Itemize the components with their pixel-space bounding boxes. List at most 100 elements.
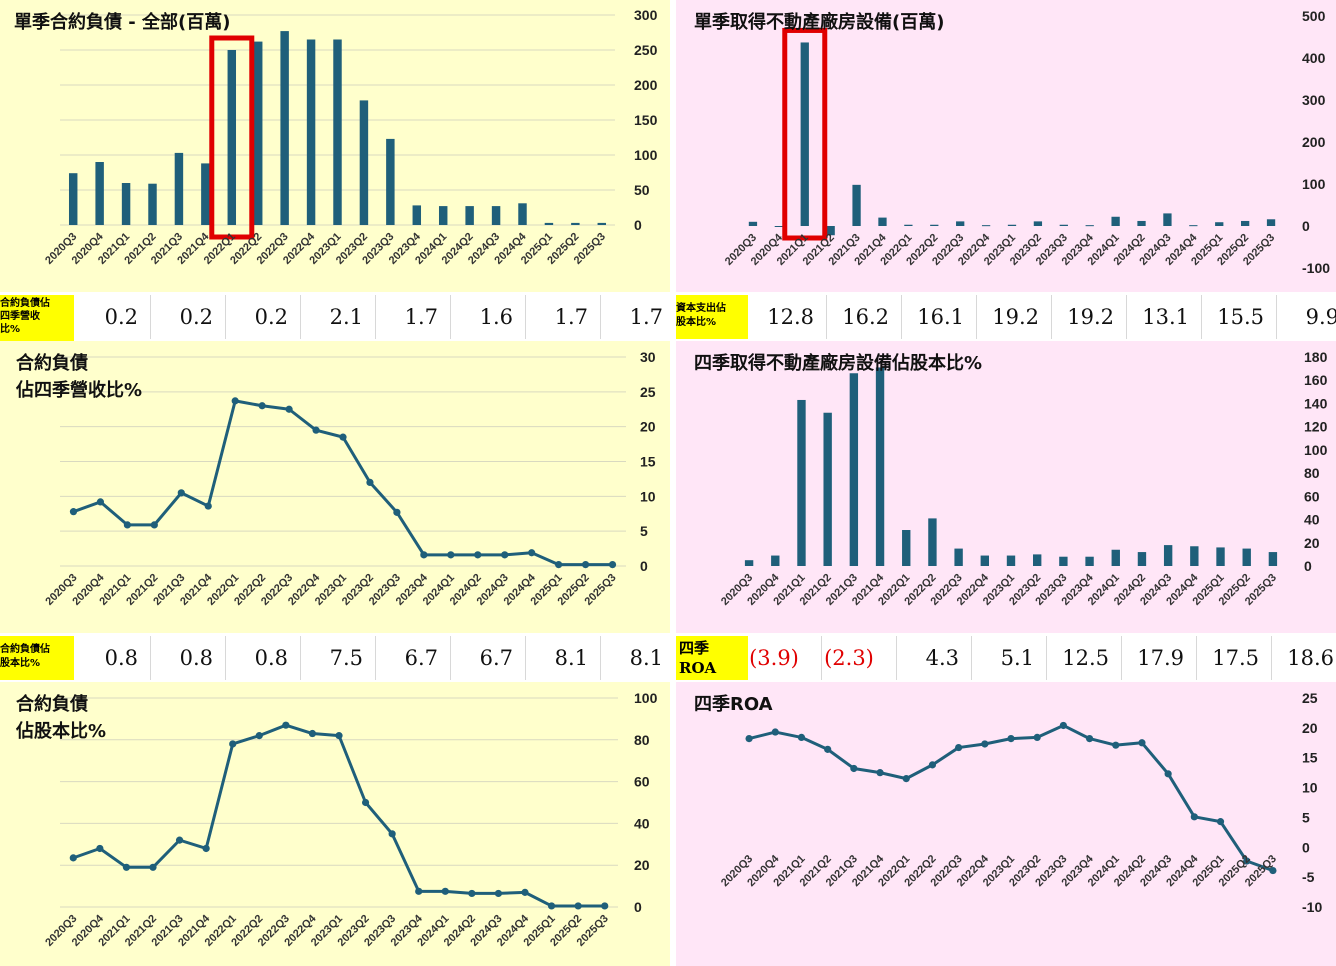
bar-2020Q4: [771, 555, 780, 566]
y-tick-label: 120: [1304, 419, 1328, 435]
bar-2023Q4: [412, 205, 422, 225]
strip-value: 0.2: [179, 305, 213, 329]
strip-separator: [1051, 295, 1052, 339]
y-tick-label: 200: [1302, 134, 1326, 150]
bar-2021Q4: [201, 163, 210, 225]
y-tick-label: -10: [1302, 899, 1322, 915]
bar-2025Q1: [1216, 547, 1225, 566]
strip-label: 資本支出佔 股本比%: [676, 295, 748, 339]
strip-separator: [1126, 295, 1127, 339]
point-2020Q4: [96, 844, 104, 853]
strip-label-line: 四季: [679, 639, 710, 657]
chart-title-line-1: 合約負債: [16, 353, 88, 374]
bar-2022Q4: [981, 225, 991, 227]
chart-title-line-1: 合約負債: [16, 694, 88, 715]
strip-value: 17.5: [1212, 646, 1259, 670]
strip-separator: [1271, 636, 1272, 680]
chart-title: 單季合約負債 - 全部(百萬): [14, 12, 231, 33]
point-2025Q1: [547, 902, 556, 910]
point-2021Q1: [797, 733, 806, 742]
strip-separator: [300, 295, 301, 339]
strip-value: 12.5: [1062, 646, 1109, 670]
strip-value: 6.7: [404, 646, 438, 670]
y-tick-label: 50: [634, 182, 650, 198]
point-2025Q1: [1216, 818, 1225, 826]
strip-value: 1.6: [479, 305, 513, 329]
bar-2022Q4: [980, 555, 989, 566]
chart-panel-four-quarter-roa: -10 -5 0 5 10 15 20 25 2020Q3 2020Q4 2021Q1 2021Q2 2…: [676, 682, 1336, 966]
point-2023Q2: [361, 798, 370, 807]
point-2022Q2: [928, 761, 937, 769]
y-tick-label: 300: [1302, 92, 1326, 108]
point-2024Q3: [494, 889, 503, 898]
chart-ppe-acquired-quarterly: -10001002003004005002020Q32020Q42021Q120…: [676, 0, 1336, 292]
point-2022Q3: [282, 721, 290, 729]
point-2023Q3: [388, 830, 396, 838]
point-2025Q1: [555, 561, 563, 569]
strip-value: (2.3): [824, 646, 874, 670]
point-2023Q1: [1007, 735, 1015, 743]
y-tick-label: 10: [640, 488, 656, 504]
strip-value: 1.7: [404, 305, 438, 329]
bar-2023Q1: [1006, 555, 1016, 566]
value-strip-four-quarter-roa: 四季 ROA (3.9) (2.3) 4.3 5.1 12.5 17.9 17.5 18.6: [676, 636, 1336, 680]
bar-2021Q4: [875, 367, 885, 566]
y-tick-label: 0: [634, 899, 642, 915]
bar-2022Q2: [930, 224, 939, 226]
strip-value: 0.2: [104, 305, 138, 329]
bar-2022Q2: [253, 41, 263, 225]
y-tick-label: 100: [634, 690, 658, 706]
chart-background: [0, 682, 670, 966]
chart-panel-ppe-acquired-quarterly: -100 0 100 200 300 400 500 2020Q3 2020Q4 2021Q1 20…: [676, 0, 1336, 292]
point-2021Q3: [175, 836, 184, 844]
chart-background: [0, 341, 670, 633]
y-tick-label: 80: [1304, 465, 1320, 481]
point-2022Q4: [308, 729, 317, 738]
point-2025Q3: [601, 902, 609, 910]
y-tick-label: 20: [1304, 535, 1320, 551]
strip-value: 8.1: [629, 646, 663, 670]
point-2022Q3: [285, 405, 293, 413]
bar-2020Q3: [748, 221, 758, 226]
bar-2024Q4: [1189, 225, 1198, 227]
point-2021Q1: [123, 521, 131, 529]
point-2024Q2: [1138, 739, 1146, 747]
bar-2022Q3: [280, 31, 289, 225]
bar-2023Q1: [1007, 224, 1017, 226]
point-2020Q4: [96, 498, 105, 506]
bar-2022Q2: [928, 518, 937, 566]
strip-value: 15.5: [1217, 305, 1264, 329]
strip-label: 合約負債佔 四季營收 比%: [0, 295, 74, 341]
strip-separator: [826, 295, 827, 339]
point-2025Q2: [581, 561, 590, 569]
y-tick-label: 5: [640, 523, 648, 539]
bar-2022Q4: [306, 39, 316, 225]
strip-separator: [150, 295, 151, 339]
point-2022Q1: [229, 740, 237, 748]
strip-value: 16.1: [917, 305, 964, 329]
bar-2025Q3: [1266, 219, 1276, 226]
strip-value: 0.2: [254, 305, 288, 329]
y-tick-label: 0: [640, 558, 648, 574]
strip-value: 19.2: [992, 305, 1039, 329]
strip-separator: [600, 295, 601, 339]
bar-2024Q4: [518, 203, 527, 225]
y-tick-label: 0: [634, 217, 642, 233]
strip-separator: [976, 295, 977, 339]
bar-2023Q3: [386, 138, 395, 225]
strip-label-line: 比%: [0, 324, 21, 335]
y-tick-label: 25: [1302, 690, 1318, 706]
point-2023Q2: [1033, 733, 1041, 742]
strip-value: 1.7: [629, 305, 663, 329]
strip-value: 16.2: [842, 305, 889, 329]
strip-separator: [375, 636, 376, 680]
highlight-box: [209, 35, 255, 240]
point-2021Q3: [177, 489, 185, 497]
strip-value: 12.8: [767, 305, 814, 329]
y-tick-label: 5: [1302, 809, 1310, 825]
bar-2020Q4: [95, 162, 104, 225]
y-tick-label: 150: [634, 112, 658, 128]
y-tick-label: 20: [1302, 720, 1318, 736]
y-tick-label: 20: [640, 419, 656, 435]
y-tick-label: 100: [1302, 176, 1326, 192]
